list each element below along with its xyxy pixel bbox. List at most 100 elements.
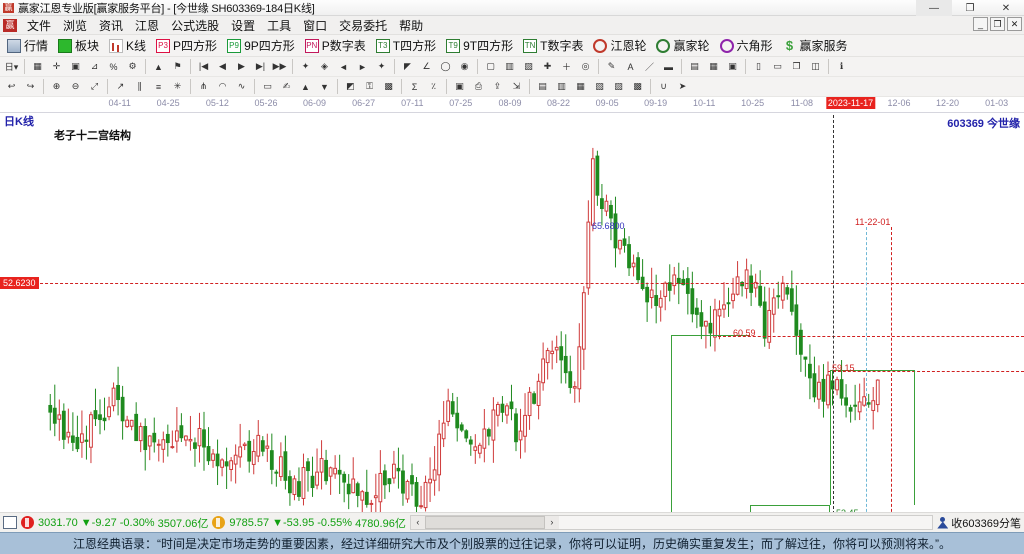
scroll-left-button[interactable]: ‹ xyxy=(410,516,425,529)
square-icon[interactable]: ▢ xyxy=(486,61,495,71)
line-icon[interactable]: ／ xyxy=(644,62,654,72)
index-sz[interactable]: 9785.57 ▼-53.95 -0.55% 4780.96亿 xyxy=(229,515,405,531)
fib-icon[interactable]: ≡ xyxy=(155,81,162,92)
share-icon[interactable]: ⇲ xyxy=(512,81,521,91)
grid-a-icon[interactable]: ▥ xyxy=(505,61,514,71)
doc-icon[interactable]: ▯ xyxy=(756,61,761,71)
scroll-right-button[interactable]: › xyxy=(544,516,559,529)
crosshair-icon[interactable]: ✛ xyxy=(52,61,61,71)
cycle-icon[interactable]: ◠ xyxy=(218,81,227,91)
prev-page-icon[interactable]: ◀ xyxy=(219,61,226,71)
mdi-minimize-button[interactable]: _ xyxy=(973,17,988,31)
flag-icon[interactable]: ⚑ xyxy=(173,61,182,71)
chart-canvas[interactable]: 04-11 04-25 05-12 05-26 06-09 06-27 07-11 07-25… xyxy=(0,97,1024,512)
arrow-down-icon[interactable]: ▼ xyxy=(320,81,329,92)
toolbar-button-hexagon[interactable]: 六角形 xyxy=(715,36,778,56)
pitchfork-icon[interactable]: ⋔ xyxy=(199,81,208,91)
target-icon[interactable]: ◎ xyxy=(581,61,590,71)
circle-icon[interactable]: ◯ xyxy=(440,61,451,71)
trend-icon[interactable]: ↗ xyxy=(116,81,125,91)
page5-icon[interactable]: ▨ xyxy=(614,81,623,91)
table-icon[interactable]: ▦ xyxy=(709,61,718,71)
page2-icon[interactable]: ▥ xyxy=(557,81,566,91)
menu-item-gann[interactable]: 江恩 xyxy=(135,18,160,33)
first-page-icon[interactable]: |◀ xyxy=(198,61,209,71)
calc-icon[interactable]: ▤ xyxy=(690,61,699,71)
text-icon[interactable]: A xyxy=(627,61,634,72)
toolbar-button-t9-square[interactable]: T9 9T四方形 xyxy=(441,36,518,56)
print-icon[interactable]: ⎙ xyxy=(474,81,483,91)
menu-item-file[interactable]: 文件 xyxy=(27,18,52,33)
toolbar-button-p-number[interactable]: PN P数字表 xyxy=(300,36,371,56)
note-icon[interactable]: ✍ xyxy=(282,81,291,91)
select-icon[interactable]: ▣ xyxy=(71,61,80,71)
日-dropdown[interactable]: 日▾ xyxy=(4,62,19,72)
mdi-restore-button[interactable]: ❐ xyxy=(990,17,1005,31)
toolbar-button-t-number[interactable]: TN T数字表 xyxy=(518,36,588,56)
toolbar-button-quote[interactable]: 行情 xyxy=(2,36,53,56)
mdi-close-button[interactable]: ✕ xyxy=(1007,17,1022,31)
export-icon[interactable]: ⇪ xyxy=(493,81,502,91)
menu-item-window[interactable]: 窗口 xyxy=(303,18,328,33)
undo-icon[interactable]: ↩ xyxy=(7,81,16,91)
book-icon[interactable]: ▣ xyxy=(728,61,737,71)
fan-icon[interactable]: ◤ xyxy=(404,61,411,71)
panel-icon[interactable]: ▭ xyxy=(773,61,782,71)
label-icon[interactable]: ▭ xyxy=(263,81,272,91)
channel-icon[interactable]: ∥ xyxy=(137,81,142,91)
menu-item-tools[interactable]: 工具 xyxy=(267,18,292,33)
toolbar-button-winner-wheel[interactable]: 赢家轮 xyxy=(651,36,714,56)
gann-fan-icon[interactable]: ✳ xyxy=(173,81,182,91)
magnet-icon[interactable]: ∪ xyxy=(660,81,667,91)
percent2-icon[interactable]: ٪ xyxy=(431,81,436,91)
play-icon[interactable]: ▶ xyxy=(238,61,245,71)
zoom-in-icon[interactable]: ⊕ xyxy=(52,81,61,91)
lock-icon[interactable]: ⚿ xyxy=(366,81,373,91)
menu-item-browse[interactable]: 浏览 xyxy=(63,18,88,33)
arrow-right-icon[interactable]: ► xyxy=(358,61,367,72)
toolbar-button-gann-wheel[interactable]: 江恩轮 xyxy=(588,36,651,56)
percent-icon[interactable]: % xyxy=(109,61,118,72)
close-button[interactable]: ✕ xyxy=(1001,2,1011,14)
menu-item-formula-screen[interactable]: 公式选股 xyxy=(171,18,220,33)
menu-item-trade[interactable]: 交易委托 xyxy=(339,18,388,33)
measure-icon[interactable]: ⊿ xyxy=(90,61,99,71)
layout-icon[interactable]: ◫ xyxy=(811,61,820,71)
cross-icon[interactable]: ✚ xyxy=(543,61,552,71)
menu-item-news[interactable]: 资讯 xyxy=(99,18,124,33)
info-icon[interactable]: ℹ xyxy=(839,61,844,71)
market-grid-icon[interactable] xyxy=(3,516,17,529)
plus-icon[interactable]: ＋ xyxy=(561,62,571,72)
grid-b-icon[interactable]: ▨ xyxy=(524,61,533,71)
redo-icon[interactable]: ↪ xyxy=(26,81,35,91)
pointer-icon[interactable]: ➤ xyxy=(678,81,687,91)
palette-icon[interactable]: ◩ xyxy=(346,81,355,91)
menu-item-help[interactable]: 帮助 xyxy=(399,18,424,33)
pen-icon[interactable]: ✎ xyxy=(607,61,616,71)
status-right[interactable]: 收603369分笔 xyxy=(937,515,1021,531)
save-icon[interactable]: ▣ xyxy=(455,81,464,91)
page4-icon[interactable]: ▧ xyxy=(595,81,604,91)
toolbar-button-winner-service[interactable]: $ 赢家服务 xyxy=(778,36,853,56)
last-page-icon[interactable]: ▶▶ xyxy=(272,61,287,71)
arrow-up-icon[interactable]: ▲ xyxy=(301,81,310,92)
page3-icon[interactable]: ▦ xyxy=(576,81,585,91)
toolbar-button-p9-square[interactable]: P9 9P四方形 xyxy=(222,36,300,56)
zoom-out-icon[interactable]: ⊖ xyxy=(71,81,80,91)
index-sh[interactable]: 3031.70 ▼-9.27 -0.30% 3507.06亿 xyxy=(38,515,208,531)
window-icon[interactable]: ❐ xyxy=(792,61,801,71)
sigma-icon[interactable]: Σ xyxy=(411,81,418,92)
ruler-icon[interactable]: ▬ xyxy=(664,61,673,72)
wave-icon[interactable]: ∿ xyxy=(237,81,246,91)
spiral-icon[interactable]: ◉ xyxy=(460,61,469,71)
grid-toggle-icon[interactable]: ▩ xyxy=(384,81,393,91)
next-page-icon[interactable]: ▶| xyxy=(255,61,266,71)
page6-icon[interactable]: ▩ xyxy=(633,81,642,91)
minimize-button[interactable]: — xyxy=(916,0,952,16)
toolbar-button-block[interactable]: 板块 xyxy=(53,36,104,56)
node-icon[interactable]: ◈ xyxy=(321,61,328,71)
chart-grid-icon[interactable]: ▦ xyxy=(33,61,42,71)
angle-icon[interactable]: ∠ xyxy=(422,61,431,71)
horizontal-scrollbar[interactable]: ‹ › xyxy=(409,515,934,530)
maximize-button[interactable]: ❐ xyxy=(965,2,975,14)
